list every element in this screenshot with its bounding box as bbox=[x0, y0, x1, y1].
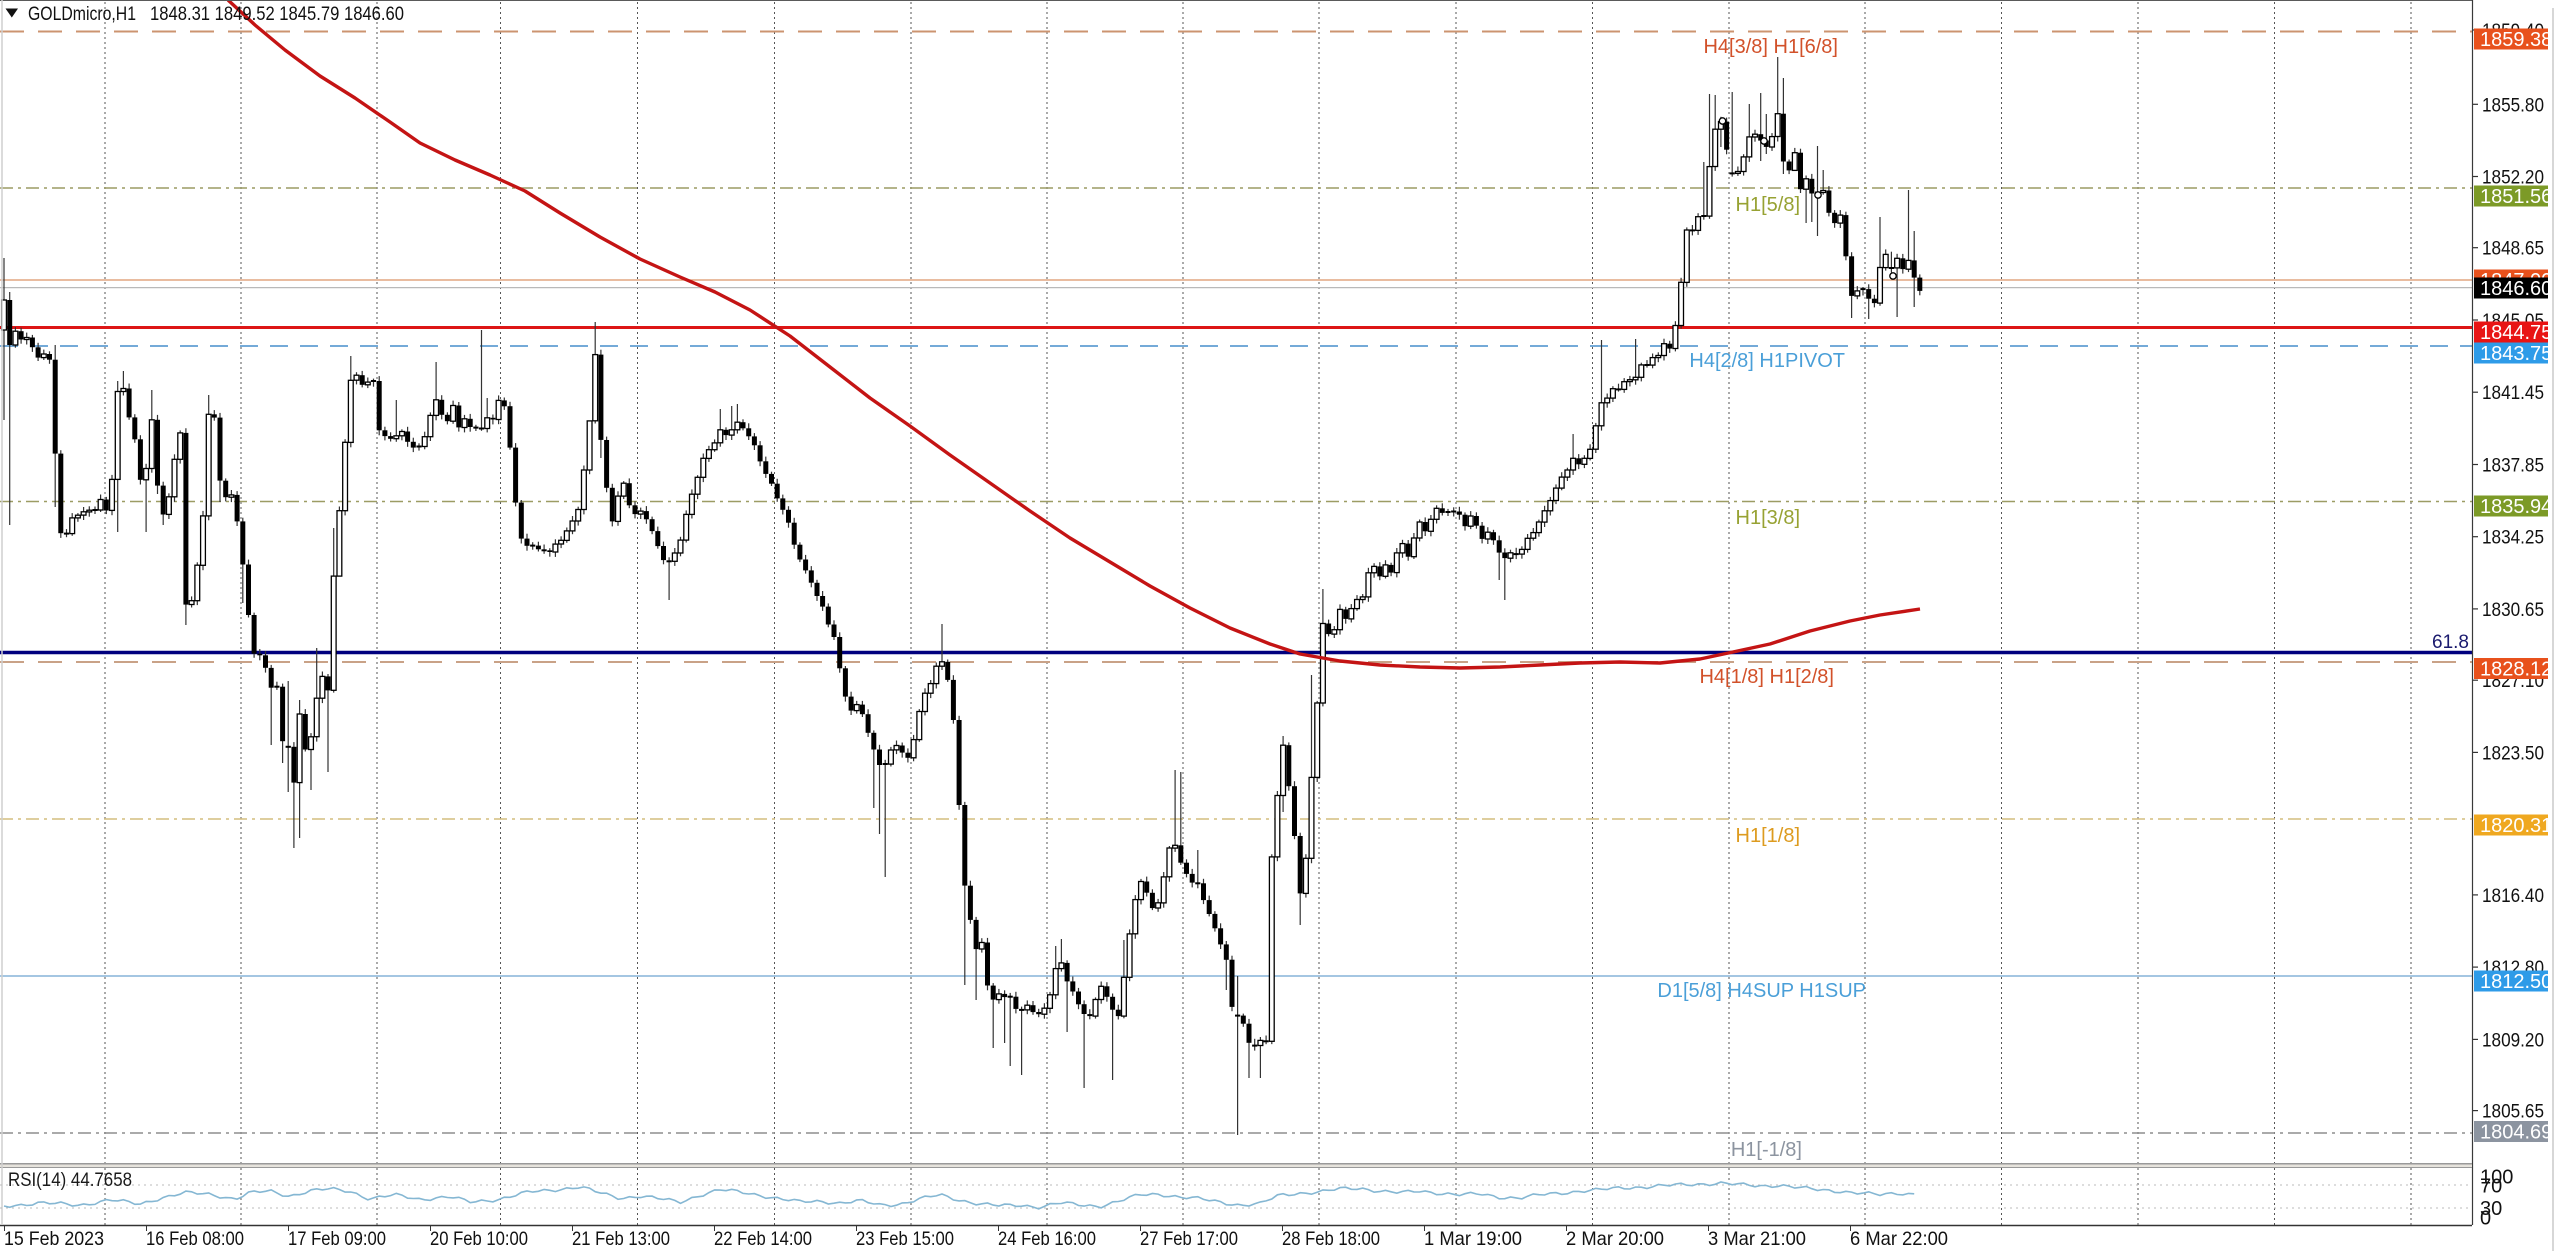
svg-text:1830.65: 1830.65 bbox=[2482, 599, 2544, 621]
svg-text:1837.85: 1837.85 bbox=[2482, 455, 2544, 477]
svg-text:1844.75: 1844.75 bbox=[2480, 322, 2552, 344]
svg-text:0: 0 bbox=[2480, 1208, 2491, 1230]
svg-text:61.8: 61.8 bbox=[2432, 632, 2469, 653]
svg-text:1848.65: 1848.65 bbox=[2482, 238, 2544, 260]
svg-text:1852.20: 1852.20 bbox=[2482, 167, 2544, 189]
svg-text:1848.31 1849.52 1845.79 1846.6: 1848.31 1849.52 1845.79 1846.60 bbox=[150, 4, 404, 25]
svg-text:27 Feb 17:00: 27 Feb 17:00 bbox=[1140, 1228, 1238, 1250]
svg-text:20 Feb 10:00: 20 Feb 10:00 bbox=[430, 1228, 528, 1250]
svg-text:22 Feb 14:00: 22 Feb 14:00 bbox=[714, 1228, 812, 1250]
svg-text:1841.45: 1841.45 bbox=[2482, 382, 2544, 404]
svg-text:15 Feb 2023: 15 Feb 2023 bbox=[4, 1228, 104, 1250]
svg-text:1812.50: 1812.50 bbox=[2480, 971, 2552, 993]
svg-text:1809.20: 1809.20 bbox=[2482, 1029, 2544, 1051]
svg-text:1816.40: 1816.40 bbox=[2482, 885, 2544, 907]
svg-text:H1[3/8]: H1[3/8] bbox=[1736, 507, 1800, 529]
svg-text:24 Feb 16:00: 24 Feb 16:00 bbox=[998, 1228, 1096, 1250]
svg-text:2 Mar 20:00: 2 Mar 20:00 bbox=[1566, 1228, 1664, 1250]
svg-text:30: 30 bbox=[2480, 1198, 2502, 1220]
svg-text:21 Feb 13:00: 21 Feb 13:00 bbox=[572, 1228, 670, 1250]
svg-text:1835.94: 1835.94 bbox=[2480, 496, 2552, 518]
svg-text:1855.80: 1855.80 bbox=[2482, 94, 2544, 116]
svg-text:1843.75: 1843.75 bbox=[2480, 343, 2552, 365]
svg-text:1823.50: 1823.50 bbox=[2482, 742, 2544, 764]
svg-text:H4[3/8] H1[6/8]: H4[3/8] H1[6/8] bbox=[1703, 36, 1838, 58]
svg-text:D1[5/8] H4SUP H1SUP: D1[5/8] H4SUP H1SUP bbox=[1657, 980, 1866, 1002]
svg-text:GOLDmicro,H1: GOLDmicro,H1 bbox=[28, 4, 136, 25]
svg-text:H1[1/8]: H1[1/8] bbox=[1736, 825, 1800, 847]
svg-text:H4[1/8] H1[2/8]: H4[1/8] H1[2/8] bbox=[1699, 666, 1834, 688]
svg-text:1828.12: 1828.12 bbox=[2480, 659, 2552, 681]
svg-text:16 Feb 08:00: 16 Feb 08:00 bbox=[146, 1228, 244, 1250]
svg-text:23 Feb 15:00: 23 Feb 15:00 bbox=[856, 1228, 954, 1250]
svg-text:100: 100 bbox=[2480, 1167, 2513, 1189]
svg-text:1859.38: 1859.38 bbox=[2480, 29, 2552, 51]
svg-text:28 Feb 18:00: 28 Feb 18:00 bbox=[1282, 1228, 1380, 1250]
svg-text:H4[2/8] H1PIVOT: H4[2/8] H1PIVOT bbox=[1689, 350, 1845, 372]
svg-text:1851.56: 1851.56 bbox=[2480, 186, 2552, 208]
svg-text:1 Mar 19:00: 1 Mar 19:00 bbox=[1424, 1228, 1522, 1250]
svg-text:RSI(14) 44.7658: RSI(14) 44.7658 bbox=[8, 1170, 132, 1191]
svg-text:1804.69: 1804.69 bbox=[2480, 1122, 2552, 1144]
svg-text:H1[5/8]: H1[5/8] bbox=[1736, 194, 1800, 216]
svg-text:H1[-1/8]: H1[-1/8] bbox=[1731, 1139, 1802, 1161]
svg-text:1805.65: 1805.65 bbox=[2482, 1101, 2544, 1123]
svg-text:1834.25: 1834.25 bbox=[2482, 527, 2544, 549]
svg-text:1820.31: 1820.31 bbox=[2480, 815, 2552, 837]
svg-text:3 Mar 21:00: 3 Mar 21:00 bbox=[1708, 1228, 1806, 1250]
svg-text:70: 70 bbox=[2480, 1176, 2502, 1198]
svg-text:1846.60: 1846.60 bbox=[2480, 278, 2552, 300]
svg-text:6 Mar 22:00: 6 Mar 22:00 bbox=[1850, 1228, 1948, 1250]
svg-text:17 Feb 09:00: 17 Feb 09:00 bbox=[288, 1228, 386, 1250]
